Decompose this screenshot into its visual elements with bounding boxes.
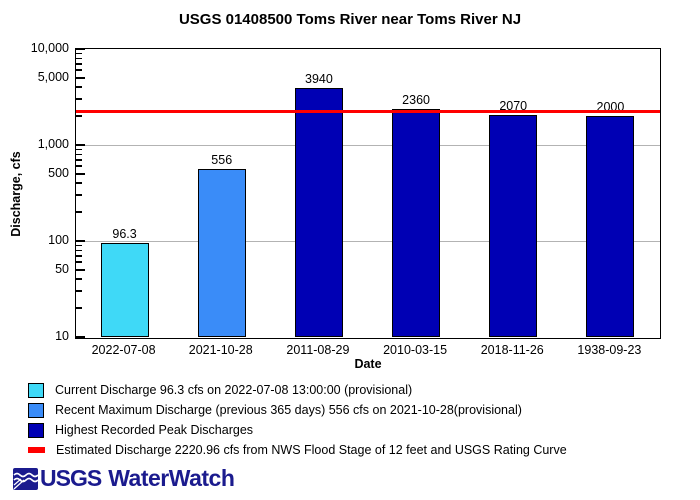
gridline-1000: [76, 144, 660, 146]
y-axis-tick: [76, 69, 82, 72]
y-tick-label: 500: [48, 165, 69, 180]
x-tick-label: 2010-03-15: [383, 343, 448, 357]
y-axis-tick: [76, 240, 85, 242]
y-axis-tick: [76, 115, 82, 117]
y-axis-tick: [76, 98, 82, 100]
y-axis-tick: [76, 194, 82, 196]
gridline-100: [76, 240, 660, 242]
y-axis-title: Discharge, cfs: [9, 151, 23, 237]
y-axis-tick: [76, 244, 82, 247]
waterwatch-brand: WaterWatch: [108, 465, 235, 491]
usgs-wave-icon: [13, 467, 38, 490]
legend-swatch-square: [28, 402, 44, 418]
legend-label: Recent Maximum Discharge (previous 365 d…: [55, 403, 522, 417]
x-tick-label: 1938-09-23: [577, 343, 642, 357]
y-axis-tick: [76, 48, 85, 50]
bar-value-label: 2070: [499, 98, 528, 113]
legend-item-1: Recent Maximum Discharge (previous 365 d…: [28, 400, 567, 420]
bar-2018-11-26: [489, 114, 538, 337]
bar-2021-10-28: [197, 169, 246, 337]
bar-2011-08-29: [294, 87, 343, 337]
bar-value-label: 556: [211, 153, 233, 168]
y-tick-label: 1,000: [37, 137, 69, 151]
legend-label: Estimated Discharge 2220.96 cfs from NWS…: [56, 443, 567, 457]
y-tick-label: 100: [48, 233, 69, 247]
y-axis-tick: [76, 211, 82, 213]
usgs-logo-text: USGS: [40, 465, 102, 491]
plot-area: 96.3 556 3940 2360 2070 2000: [75, 48, 661, 339]
bar-2022-07-08: [100, 242, 149, 337]
x-tick-label: 2011-08-29: [286, 343, 350, 357]
y-axis-tick: [76, 336, 85, 338]
legend-item-3: Estimated Discharge 2220.96 cfs from NWS…: [28, 440, 567, 460]
y-tick-label: 5,000: [37, 69, 69, 84]
y-axis-tick: [76, 77, 85, 79]
x-axis-title: Date: [354, 357, 382, 371]
bar-value-label: 96.3: [112, 226, 137, 241]
usgs-waterwatch-logo: USGS WaterWatch: [13, 465, 235, 492]
legend: Current Discharge 96.3 cfs on 2022-07-08…: [28, 380, 567, 460]
y-axis-tick: [76, 144, 85, 146]
bar-2010-03-15: [392, 109, 441, 337]
y-axis-tick: [76, 290, 82, 292]
x-tick-label: 2022-07-08: [91, 343, 156, 357]
bar-value-label: 3940: [305, 71, 333, 86]
y-tick-label: 50: [55, 261, 69, 276]
y-axis-tick: [76, 269, 85, 271]
y-axis-tick: [76, 86, 82, 88]
y-axis-tick: [76, 153, 82, 156]
y-axis-tick: [76, 173, 85, 175]
y-axis-tick: [76, 52, 82, 55]
legend-item-2: Highest Recorded Peak Discharges: [28, 420, 567, 440]
legend-swatch-square: [28, 422, 44, 438]
y-axis-tick: [76, 249, 82, 252]
x-tick-label: 2021-10-28: [188, 343, 253, 357]
y-axis-tick: [76, 182, 82, 184]
y-axis-tick: [76, 63, 82, 65]
y-axis-tick: [76, 148, 82, 151]
y-axis-tick: [76, 57, 82, 60]
y-axis-tick: [76, 307, 82, 309]
y-axis-tick: [76, 255, 82, 257]
y-tick-label: 10,000: [30, 41, 69, 55]
legend-swatch-line: [28, 447, 45, 453]
y-axis-tick: [76, 159, 82, 161]
y-axis-tick: [76, 165, 82, 168]
x-tick-label: 2018-11-26: [480, 343, 544, 357]
y-tick-label: 10: [55, 329, 69, 343]
y-axis-tick: [76, 261, 82, 264]
flood-stage-reference-line: [76, 110, 660, 114]
bar-value-label: 2360: [402, 93, 430, 108]
legend-item-0: Current Discharge 96.3 cfs on 2022-07-08…: [28, 380, 567, 400]
y-axis-tick: [76, 278, 82, 280]
legend-label: Highest Recorded Peak Discharges: [55, 423, 254, 437]
bar-1938-09-23: [586, 116, 635, 337]
legend-label: Current Discharge 96.3 cfs on 2022-07-08…: [55, 383, 413, 397]
legend-swatch-square: [28, 382, 44, 398]
chart-title: USGS 01408500 Toms River near Toms River…: [178, 11, 522, 28]
